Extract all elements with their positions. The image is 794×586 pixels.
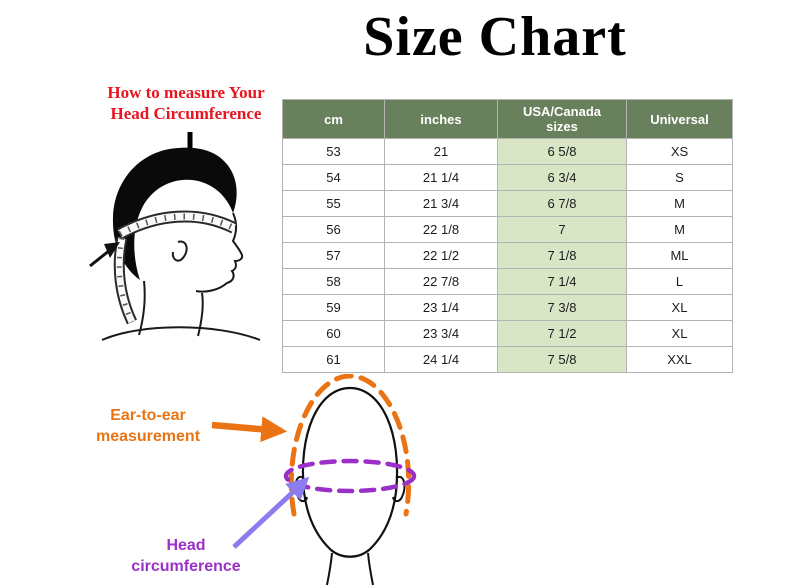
ear bbox=[171, 240, 188, 262]
table-cell: 6 5/8 bbox=[497, 138, 627, 165]
table-cell: 61 bbox=[282, 346, 385, 373]
table-cell: 55 bbox=[282, 190, 385, 217]
table-cell: 7 1/4 bbox=[497, 268, 627, 295]
table-cell: M bbox=[626, 190, 733, 217]
table-cell: 6 7/8 bbox=[497, 190, 627, 217]
table-cell: 22 1/2 bbox=[384, 242, 498, 269]
table-cell: 22 7/8 bbox=[384, 268, 498, 295]
right-ear bbox=[392, 475, 406, 503]
neck-left bbox=[326, 552, 333, 586]
table-cell: ML bbox=[626, 242, 733, 269]
table-cell: XL bbox=[626, 320, 733, 347]
ear-to-ear-dashed-outline bbox=[288, 374, 412, 517]
shoulders bbox=[101, 326, 261, 341]
table-cell: 57 bbox=[282, 242, 385, 269]
table-cell: L bbox=[626, 268, 733, 295]
measure-instruction-line2: Head Circumference bbox=[110, 104, 262, 124]
table-row: 59 23 1/4 7 3/8 XL bbox=[282, 294, 733, 321]
ear-to-ear-label-line2: measurement bbox=[95, 427, 201, 445]
table-row: 53 21 6 5/8 XS bbox=[282, 138, 733, 165]
head-circumference-label-line2: circumference bbox=[131, 557, 241, 575]
table-row: 56 22 1/8 7 M bbox=[282, 216, 733, 243]
table-cell: 23 1/4 bbox=[384, 294, 498, 321]
table-cell: 60 bbox=[282, 320, 385, 347]
face-outline bbox=[195, 212, 244, 293]
table-cell: XXL bbox=[626, 346, 733, 373]
size-table-head-row: cm inches USA/Canada sizes Universal bbox=[282, 99, 733, 139]
table-row: 60 23 3/4 7 1/2 XL bbox=[282, 320, 733, 347]
table-cell: XL bbox=[626, 294, 733, 321]
neck-back bbox=[138, 280, 146, 336]
table-cell: 23 3/4 bbox=[384, 320, 498, 347]
table-cell: 22 1/8 bbox=[384, 216, 498, 243]
table-row: 55 21 3/4 6 7/8 M bbox=[282, 190, 733, 217]
measure-instruction-line1: How to measure Your bbox=[107, 83, 265, 102]
ear-to-ear-label: Ear-to-ear measurement bbox=[80, 406, 216, 448]
table-header-cell: cm bbox=[282, 99, 385, 139]
table-cell: M bbox=[626, 216, 733, 243]
table-cell: 7 bbox=[497, 216, 627, 243]
neck-front bbox=[197, 292, 204, 337]
table-header-cell: USA/Canada sizes bbox=[497, 99, 627, 139]
ear-to-ear-label-line1: Ear-to-ear bbox=[110, 407, 186, 424]
neck-right bbox=[367, 552, 374, 586]
front-head-illustration bbox=[211, 374, 417, 586]
head-circumference-arrow bbox=[232, 476, 310, 549]
table-cell: 24 1/4 bbox=[384, 346, 498, 373]
head-outline bbox=[301, 386, 399, 558]
table-cell: 54 bbox=[282, 164, 385, 191]
size-table-container: cm inches USA/Canada sizes Universal 53 21 6 … bbox=[282, 99, 733, 373]
table-cell: 7 3/8 bbox=[497, 294, 627, 321]
table-cell: 21 bbox=[384, 138, 498, 165]
head-circumference-label: Head circumference bbox=[104, 536, 268, 578]
table-cell: 6 3/4 bbox=[497, 164, 627, 191]
table-cell: 21 1/4 bbox=[384, 164, 498, 191]
table-cell: XS bbox=[626, 138, 733, 165]
measure-instruction: How to measure Your Head Circumference bbox=[90, 82, 282, 125]
head-circumference-label-line1: Head bbox=[166, 537, 206, 554]
page-title: Size Chart bbox=[363, 6, 627, 68]
table-cell: 53 bbox=[282, 138, 385, 165]
table-cell: 56 bbox=[282, 216, 385, 243]
table-row: 61 24 1/4 7 5/8 XXL bbox=[282, 346, 733, 373]
table-header-cell: Universal bbox=[626, 99, 733, 139]
measuring-tape bbox=[113, 210, 237, 325]
ear-to-ear-arrow bbox=[211, 416, 288, 443]
head-circumference-dashed-ellipse bbox=[283, 458, 417, 494]
table-row: 57 22 1/2 7 1/8 ML bbox=[282, 242, 733, 269]
size-table-body: 53 21 6 5/8 XS 54 21 1/4 6 3/4 S 55 21 3/4 6 7/8 M 5… bbox=[282, 138, 733, 373]
table-cell: S bbox=[626, 164, 733, 191]
head-profile-illustration bbox=[89, 147, 261, 341]
hair-shape bbox=[112, 147, 237, 280]
table-cell: 59 bbox=[282, 294, 385, 321]
table-header-cell: inches bbox=[384, 99, 498, 139]
table-row: 58 22 7/8 7 1/4 L bbox=[282, 268, 733, 295]
table-cell: 21 3/4 bbox=[384, 190, 498, 217]
table-cell: 7 1/8 bbox=[497, 242, 627, 269]
table-cell: 58 bbox=[282, 268, 385, 295]
table-row: 54 21 1/4 6 3/4 S bbox=[282, 164, 733, 191]
table-cell: 7 5/8 bbox=[497, 346, 627, 373]
size-table: cm inches USA/Canada sizes Universal 53 21 6 … bbox=[282, 99, 733, 373]
tape-pointer-arrow bbox=[89, 242, 120, 268]
table-cell: 7 1/2 bbox=[497, 320, 627, 347]
